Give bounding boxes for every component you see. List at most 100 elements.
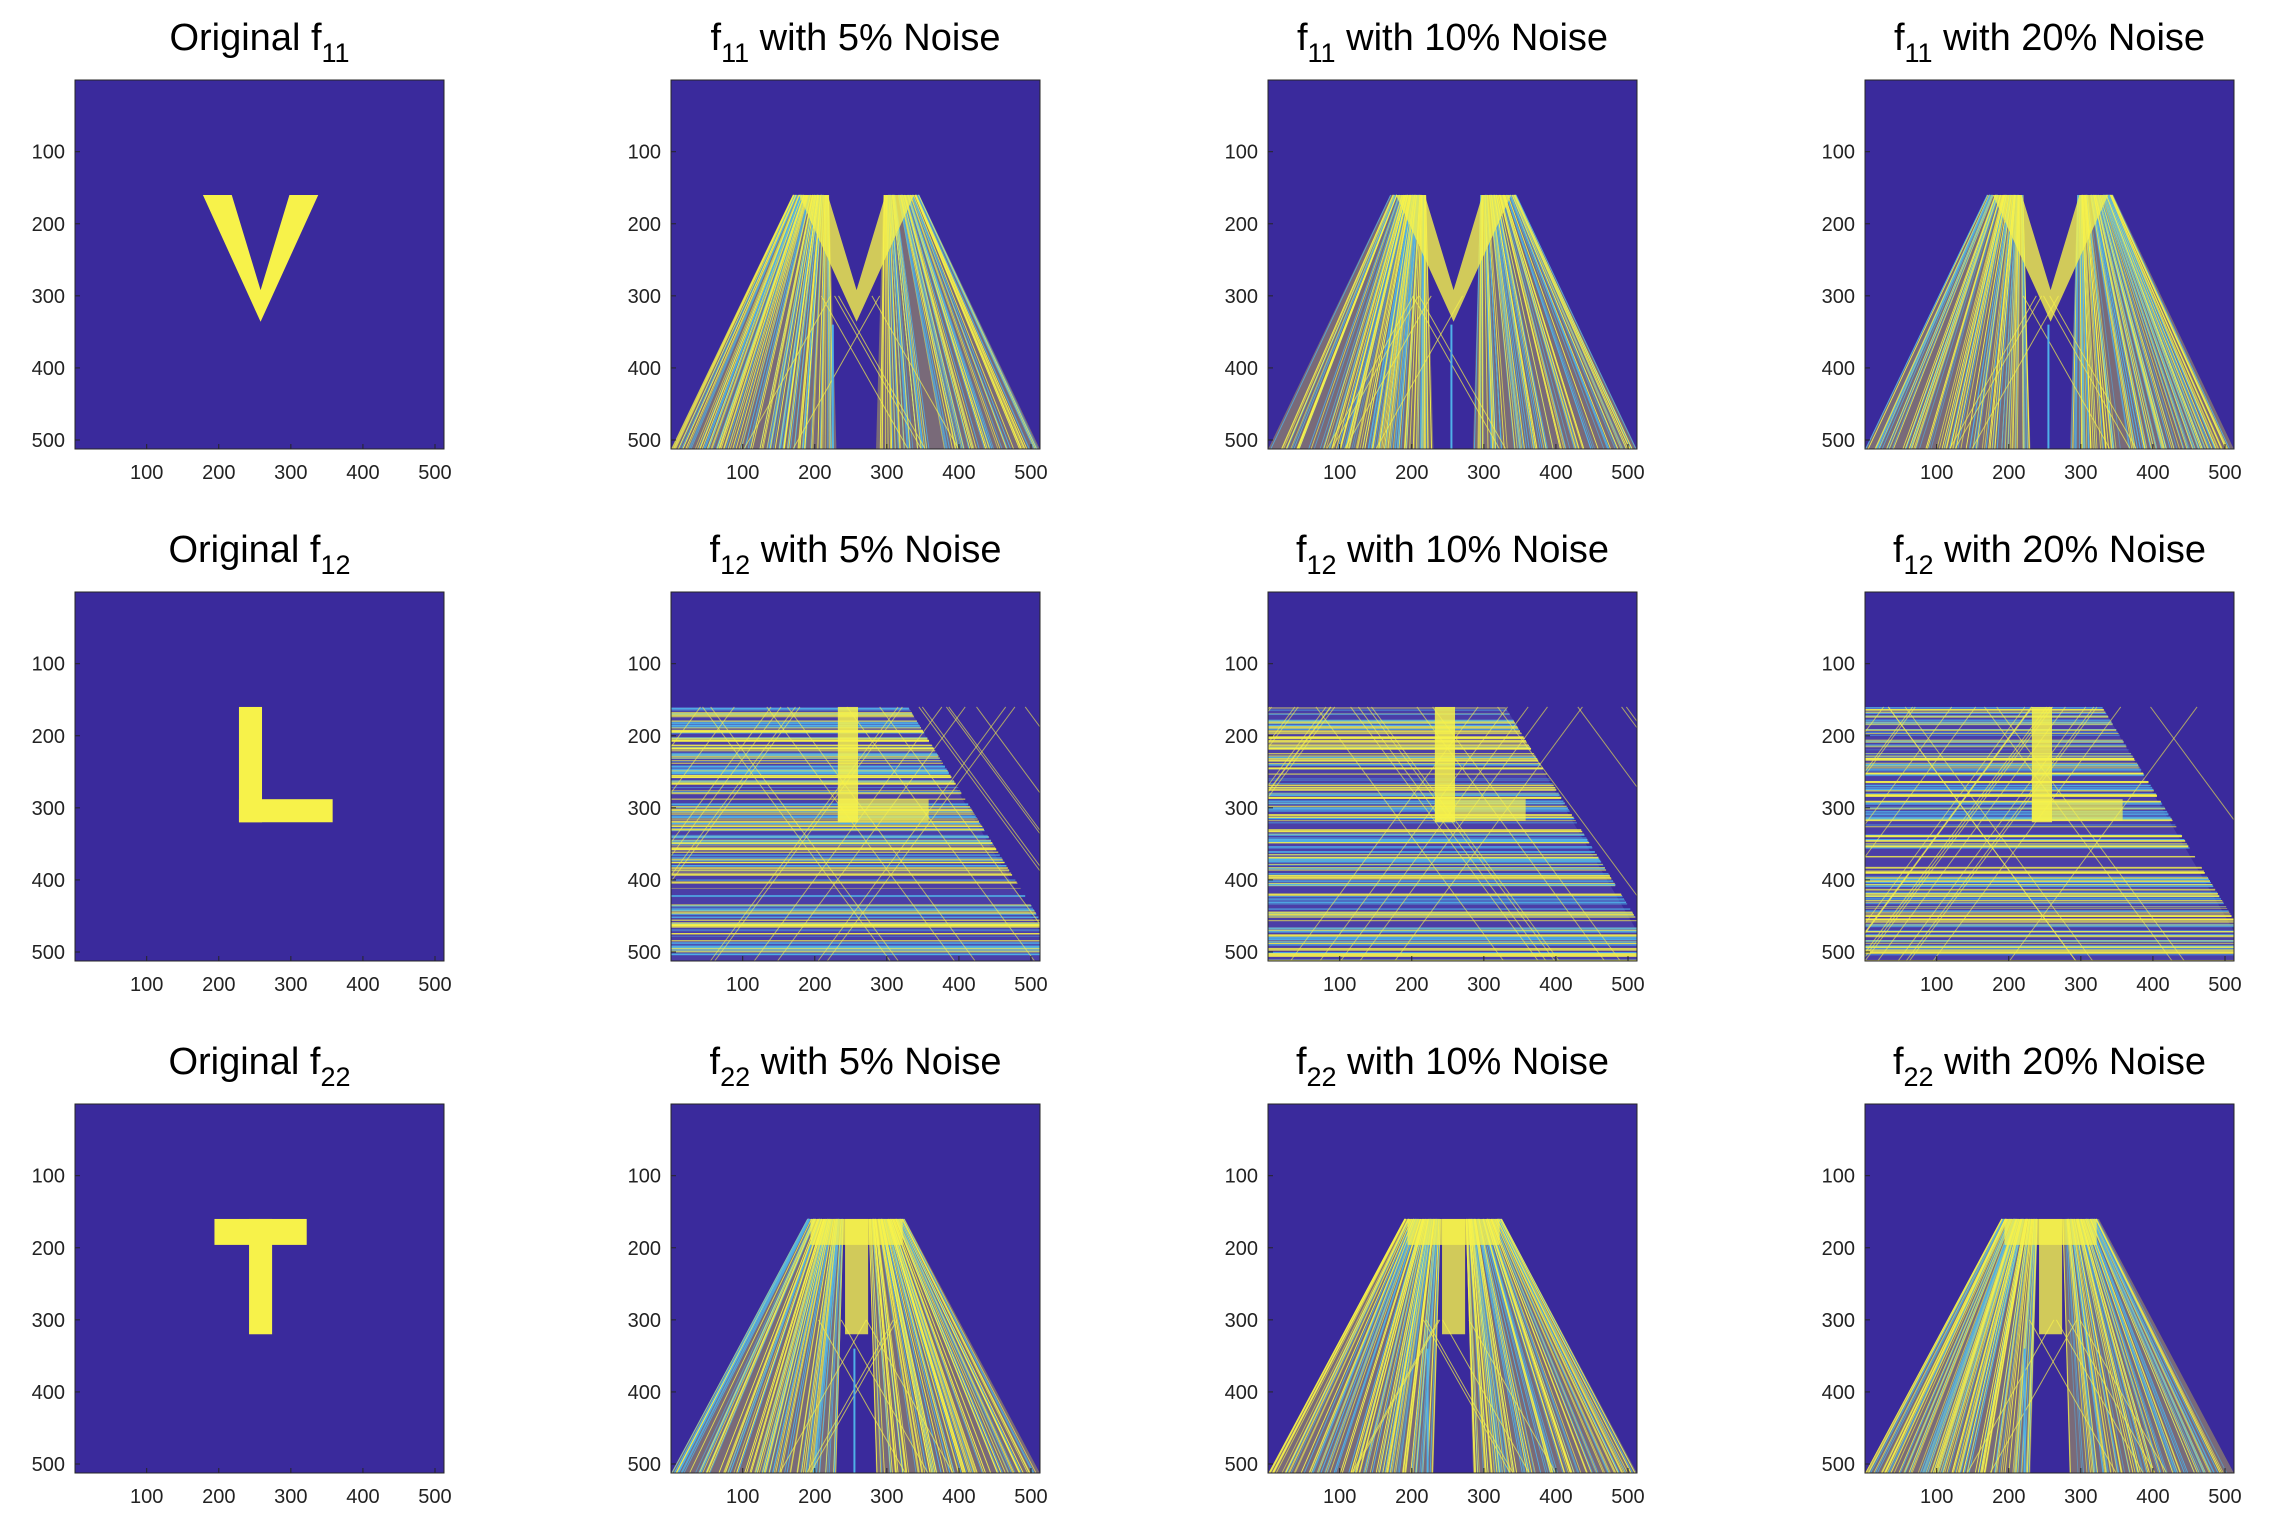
noise-streak — [671, 827, 984, 829]
noise-streak — [702, 706, 891, 961]
noise-streak — [1865, 881, 2211, 884]
noise-streak — [1281, 194, 1394, 449]
y-tick-label: 400 — [1225, 870, 1258, 892]
noise-streak — [784, 1218, 833, 1473]
noise-streak — [797, 194, 822, 449]
noise-streak — [902, 1218, 1031, 1473]
noise-streak — [2080, 1218, 2155, 1473]
noise-streak — [671, 887, 1021, 889]
noise-streak — [1865, 707, 2103, 709]
noise-streak — [906, 194, 987, 449]
noise-streak — [888, 1218, 966, 1473]
y-tick-label: 500 — [628, 430, 661, 452]
panel-title: f12 with 10% Noise — [1296, 529, 1609, 580]
image-content — [1865, 194, 2234, 449]
noise-streak — [1865, 959, 2234, 961]
noise-streak — [2062, 1218, 2071, 1473]
noise-streak — [1888, 194, 1993, 449]
noise-streak — [878, 1218, 923, 1473]
noise-streak — [1865, 813, 2169, 816]
noise-streak — [1442, 1319, 1530, 1473]
noise-streak — [1865, 749, 2129, 751]
noise-streak — [1268, 792, 1559, 794]
noise-streak — [1476, 1218, 1523, 1473]
noise-streak — [2110, 194, 2222, 449]
noise-streak — [917, 194, 1035, 449]
noise-streak — [1909, 706, 2098, 961]
letter-shape — [238, 799, 333, 823]
noise-streak — [671, 1218, 809, 1473]
noise-streak — [880, 1218, 931, 1473]
noise-streak — [671, 807, 971, 809]
y-tick-label: 500 — [1225, 430, 1258, 452]
noise-streak — [1469, 1218, 1493, 1473]
noise-streak — [827, 1218, 842, 1473]
noise-streak — [1923, 1218, 2015, 1473]
noise-streak — [737, 1218, 823, 1473]
x-tick-label: 300 — [1467, 1486, 1500, 1508]
noise-streak — [671, 817, 977, 819]
noise-streak — [671, 858, 1003, 861]
noise-streak — [1865, 729, 2117, 731]
x-tick-label: 300 — [2064, 1486, 2097, 1508]
noise-streak — [2094, 1218, 2219, 1473]
noise-streak — [768, 1218, 830, 1473]
noise-streak — [1865, 816, 2171, 819]
noise-streak — [1488, 1218, 1580, 1473]
noise-streak — [1268, 713, 1510, 715]
noise-streak — [2107, 194, 2210, 449]
noise-streak — [1362, 194, 1412, 449]
x-tick-label: 200 — [798, 1486, 831, 1508]
noise-streak — [1865, 898, 2222, 901]
noise-streak — [1268, 929, 1637, 932]
noise-streak — [1268, 713, 1510, 715]
noise-streak — [1344, 295, 1432, 449]
noise-streak — [1378, 194, 1415, 449]
noise-streak — [1495, 194, 1543, 449]
noise-streak — [1504, 194, 1585, 449]
noise-streak — [1870, 1218, 2004, 1473]
noise-streak — [1466, 1218, 1479, 1473]
noise-streak — [1268, 915, 1635, 917]
noise-streak — [893, 194, 926, 449]
noise-streak — [898, 194, 946, 449]
noise-streak — [1926, 194, 2002, 449]
noise-streak — [671, 706, 782, 857]
noise-streak — [2049, 295, 2137, 449]
noise-streak — [1351, 194, 1409, 449]
letter-trace — [798, 194, 915, 322]
x-tick-label: 200 — [202, 1486, 235, 1508]
noise-streak — [671, 792, 962, 795]
noise-streak — [1865, 719, 2111, 721]
noise-streak — [1513, 194, 1627, 449]
x-tick-label: 400 — [346, 1486, 379, 1508]
noise-streak — [1268, 903, 1628, 905]
noise-streak — [873, 1218, 899, 1473]
noise-streak — [1496, 1218, 1617, 1473]
panel: 100 200 300 400 500 100 200 300 400 500 f12 with 1… — [1225, 529, 1645, 996]
noise-streak — [1877, 1218, 2005, 1473]
noise-streak — [777, 706, 966, 961]
noise-streak — [874, 1218, 907, 1473]
noise-streak — [1268, 758, 1538, 761]
noise-streak — [729, 194, 807, 449]
noise-streak — [1621, 706, 1637, 729]
noise-streak — [695, 1218, 814, 1473]
noise-streak — [2087, 1218, 2187, 1473]
noise-streak — [720, 194, 805, 449]
noise-streak — [1865, 844, 2188, 847]
noise-streak — [2095, 194, 2155, 449]
noise-streak — [1429, 1218, 1441, 1473]
noise-streak — [671, 810, 973, 813]
noise-streak — [2065, 1218, 2084, 1473]
noise-streak — [1268, 783, 1553, 785]
noise-streak — [2078, 1218, 2143, 1473]
noise-streak — [2023, 1218, 2037, 1473]
noise-streak — [1311, 1218, 1415, 1473]
noise-streak — [2111, 194, 2230, 449]
noise-streak — [1414, 1218, 1437, 1473]
noise-streak — [1286, 194, 1395, 449]
noise-streak — [671, 724, 920, 727]
noise-streak — [2092, 194, 2141, 449]
noise-streak — [671, 952, 1040, 954]
